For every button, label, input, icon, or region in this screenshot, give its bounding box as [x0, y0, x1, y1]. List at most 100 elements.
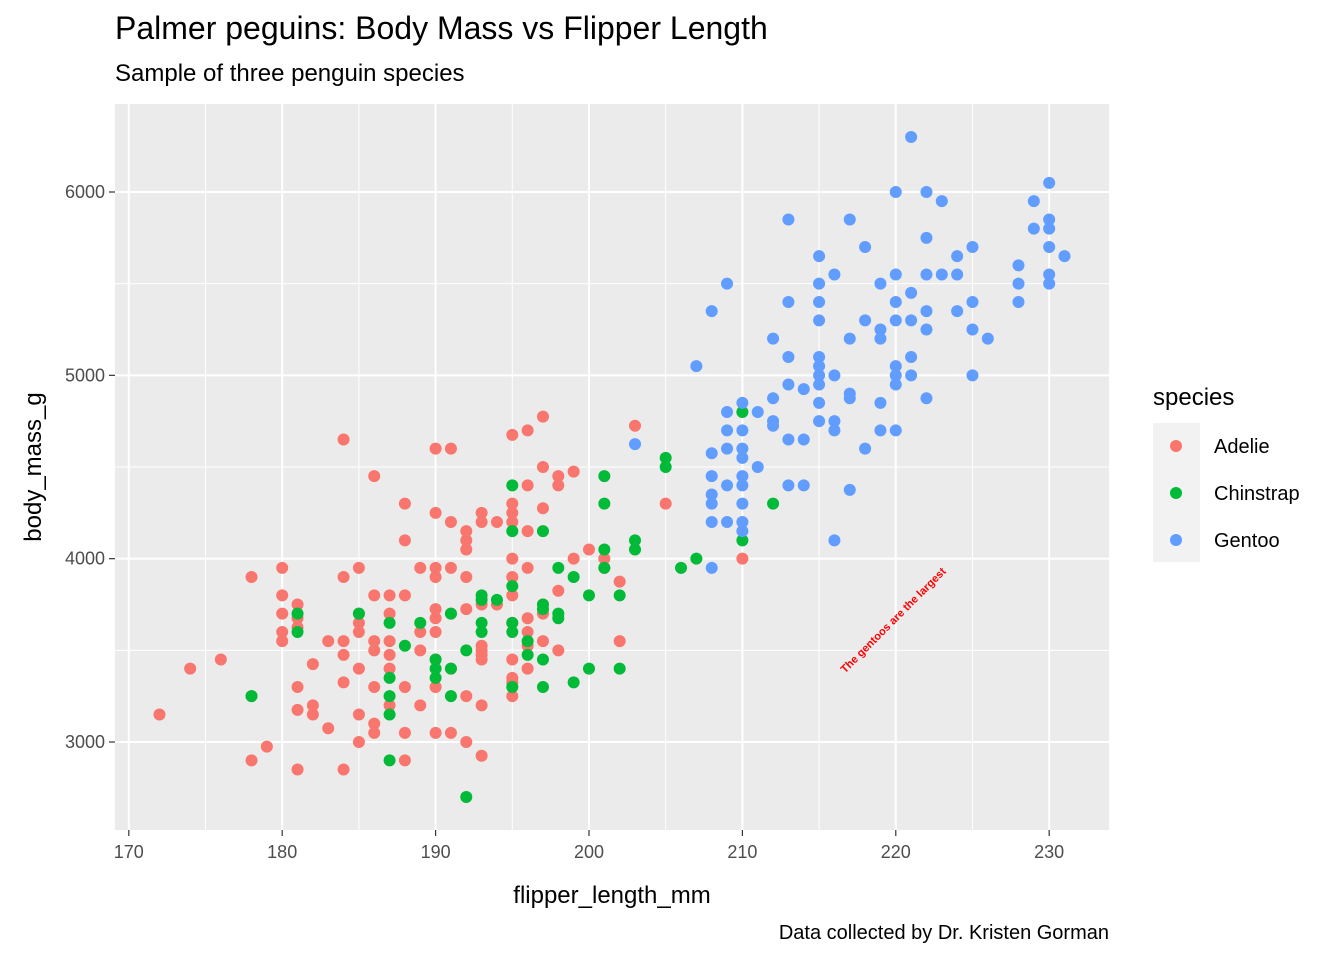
data-point-chinstrap: [629, 543, 642, 556]
series-gentoo: [629, 131, 1071, 574]
data-point-chinstrap: [506, 616, 519, 629]
data-point-gentoo: [813, 396, 826, 409]
data-point-gentoo: [736, 442, 749, 455]
legend: species Adelie Chinstrap Gentoo: [1153, 384, 1300, 562]
data-point-adelie: [352, 736, 365, 748]
data-point-gentoo: [905, 286, 918, 299]
data-point-gentoo: [813, 250, 826, 263]
data-point-chinstrap: [736, 534, 749, 547]
data-point-gentoo: [736, 516, 749, 528]
data-point-adelie: [245, 571, 258, 583]
data-point-adelie: [460, 534, 473, 547]
data-point-chinstrap: [598, 543, 611, 556]
data-point-adelie: [337, 648, 350, 661]
data-point-chinstrap: [444, 690, 457, 703]
data-point-gentoo: [736, 396, 749, 409]
data-point-chinstrap: [613, 589, 626, 602]
data-point-chinstrap: [506, 525, 519, 538]
data-point-gentoo: [889, 369, 902, 382]
data-point-adelie: [552, 479, 565, 492]
data-point-chinstrap: [536, 525, 549, 538]
data-point-adelie: [352, 708, 365, 721]
data-point-gentoo: [828, 415, 841, 428]
data-point-adelie: [398, 726, 411, 739]
data-point-chinstrap: [506, 626, 519, 638]
data-point-chinstrap: [767, 497, 780, 510]
data-point-chinstrap: [429, 671, 442, 684]
data-point-gentoo: [736, 470, 749, 483]
data-point-gentoo: [889, 296, 902, 308]
data-point-gentoo: [797, 479, 810, 492]
data-point-adelie: [460, 571, 473, 583]
data-point-adelie: [506, 690, 519, 703]
data-point-adelie: [659, 497, 672, 510]
data-point-adelie: [736, 552, 749, 565]
data-point-adelie: [383, 589, 396, 602]
y-tick-label: 3000: [65, 732, 105, 752]
chart-title: Palmer peguins: Body Mass vs Flipper Len…: [115, 10, 768, 46]
data-point-adelie: [506, 571, 519, 583]
data-point-chinstrap: [536, 653, 549, 666]
data-point-adelie: [521, 424, 534, 437]
data-point-gentoo: [705, 497, 718, 510]
data-point-chinstrap: [521, 635, 534, 648]
data-point-gentoo: [843, 332, 856, 345]
data-point-gentoo: [905, 314, 918, 327]
data-point-adelie: [291, 703, 304, 716]
data-point-gentoo: [874, 332, 887, 345]
data-point-adelie: [398, 497, 411, 510]
data-point-gentoo: [813, 296, 826, 308]
data-point-adelie: [337, 433, 350, 446]
chart-subtitle: Sample of three penguin species: [115, 60, 465, 87]
data-point-gentoo: [782, 378, 795, 391]
data-point-chinstrap: [598, 561, 611, 574]
data-point-adelie: [429, 571, 442, 583]
data-point-adelie: [552, 584, 565, 597]
data-point-adelie: [291, 681, 304, 693]
data-point-adelie: [536, 502, 549, 515]
y-tick-label: 4000: [65, 549, 105, 569]
legend-label-gentoo: Gentoo: [1214, 530, 1280, 552]
data-point-adelie: [521, 626, 534, 638]
data-point-adelie: [276, 589, 289, 602]
data-point-adelie: [368, 681, 381, 693]
data-point-adelie: [536, 410, 549, 423]
data-point-adelie: [414, 644, 427, 657]
data-point-adelie: [552, 644, 565, 657]
data-point-adelie: [613, 635, 626, 648]
data-point-adelie: [429, 506, 442, 519]
x-tick-label: 230: [1034, 842, 1064, 862]
data-point-chinstrap: [291, 626, 304, 638]
axis-ticks: 170 180 190 200 210 220 230 3000 4000 5000 6000: [65, 182, 1064, 862]
data-point-gentoo: [797, 383, 810, 396]
data-point-gentoo: [721, 516, 734, 528]
data-point-adelie: [383, 607, 396, 620]
data-point-gentoo: [813, 360, 826, 373]
data-point-adelie: [383, 662, 396, 675]
data-point-gentoo: [782, 479, 795, 492]
data-point-adelie: [337, 635, 350, 648]
data-point-gentoo: [705, 561, 718, 574]
data-point-adelie: [337, 763, 350, 776]
y-tick-label: 5000: [65, 365, 105, 385]
data-point-chinstrap: [291, 607, 304, 620]
data-point-adelie: [475, 749, 488, 762]
data-point-gentoo: [889, 424, 902, 437]
x-tick-label: 180: [267, 842, 297, 862]
data-point-adelie: [475, 653, 488, 666]
data-point-adelie: [368, 589, 381, 602]
data-point-chinstrap: [475, 616, 488, 629]
legend-key-gentoo: [1170, 534, 1182, 546]
data-point-gentoo: [859, 442, 872, 455]
data-point-adelie: [429, 626, 442, 638]
chart-caption: Data collected by Dr. Kristen Gorman: [778, 922, 1109, 944]
data-point-chinstrap: [598, 497, 611, 510]
data-point-adelie: [444, 442, 457, 455]
data-point-chinstrap: [506, 580, 519, 593]
data-point-gentoo: [935, 268, 948, 281]
data-point-gentoo: [1043, 268, 1056, 281]
data-point-adelie: [276, 635, 289, 648]
data-point-adelie: [368, 644, 381, 657]
data-point-gentoo: [843, 213, 856, 226]
data-point-adelie: [245, 754, 258, 767]
